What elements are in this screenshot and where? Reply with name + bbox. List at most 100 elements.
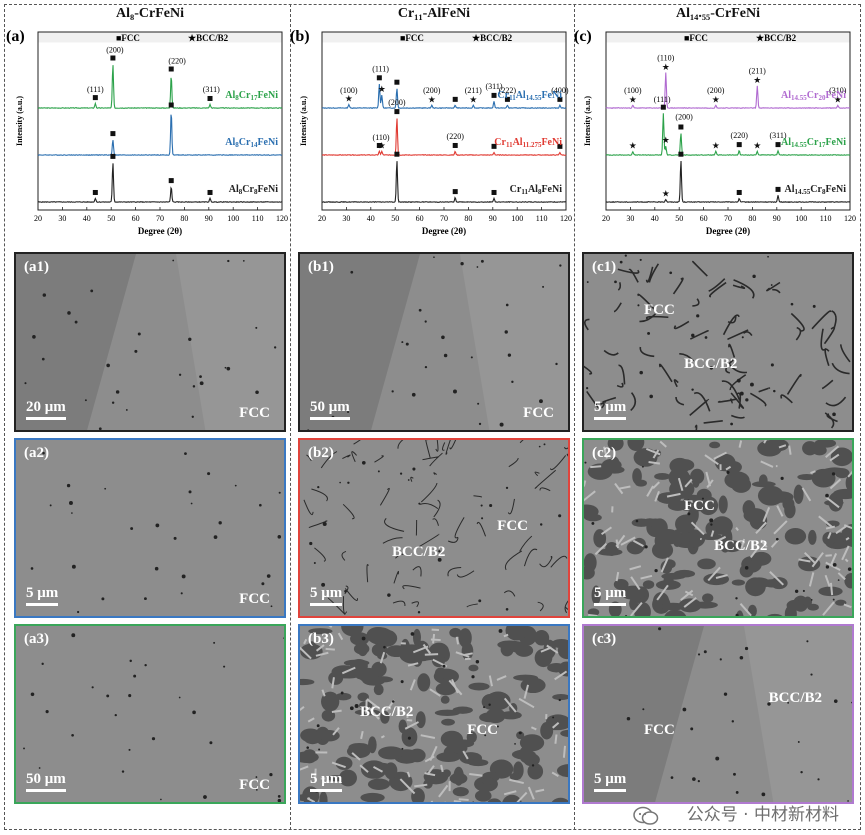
fcc-marker	[491, 92, 497, 98]
pore-dot	[442, 664, 446, 668]
panel-sub-label: (a2)	[24, 445, 49, 461]
pore-dot	[66, 483, 71, 488]
phase-domain	[668, 467, 690, 488]
grain-boundary	[504, 550, 523, 571]
pore-dot	[188, 337, 192, 341]
bcc-network	[646, 485, 655, 497]
fcc-marker	[775, 186, 781, 192]
bcc-network	[683, 597, 697, 608]
peak-label: (200)	[388, 98, 406, 107]
pore-dot	[273, 346, 277, 349]
pore-dot	[121, 770, 125, 773]
phase-domain	[466, 731, 477, 743]
bcc-network	[829, 553, 838, 567]
grain-boundary	[616, 382, 624, 388]
sem-texture	[584, 440, 852, 616]
grain-boundary	[825, 396, 847, 407]
phase-domain	[436, 752, 461, 762]
pore-dot	[45, 710, 49, 714]
phase-label-fcc: FCC	[239, 405, 270, 421]
bcc-network	[829, 582, 834, 596]
scale-bar-text: 50 μm	[26, 771, 66, 787]
bcc-network	[551, 771, 559, 778]
pore-dot	[586, 387, 589, 390]
phase-domain	[830, 447, 852, 467]
bcc-network	[825, 525, 836, 530]
bcc-network	[503, 790, 517, 796]
pore-dot	[745, 398, 749, 402]
grain-boundary	[402, 585, 421, 590]
phase-domain	[467, 759, 489, 767]
legend-strip	[322, 32, 566, 43]
pore-dot	[154, 566, 159, 571]
bcc-marker: ★	[428, 94, 436, 104]
pore-dot	[67, 311, 71, 315]
phase-domain	[341, 626, 364, 637]
grain-boundary	[351, 451, 357, 463]
pore-dot	[30, 567, 34, 570]
grain-boundary	[534, 469, 557, 489]
phase-domain	[584, 566, 595, 580]
pore-dot	[477, 402, 480, 405]
bcc-network	[332, 727, 340, 736]
pore-dot	[800, 770, 803, 774]
phase-domain	[786, 599, 804, 611]
grain-boundary	[366, 564, 369, 583]
pore-dot	[770, 284, 773, 286]
bcc-marker: ★	[662, 135, 670, 145]
pore-dot	[453, 389, 457, 394]
phase-domain	[702, 593, 714, 603]
pore-dot	[411, 392, 416, 397]
grain-boundary	[584, 365, 593, 375]
scale-bar: 20 μm	[26, 399, 66, 420]
phase-domain	[613, 578, 629, 590]
pore-dot	[710, 523, 713, 526]
xrd-series-line	[605, 113, 851, 156]
bcc-marker: ★	[378, 140, 386, 150]
pore-dot	[481, 517, 484, 520]
series-name: Al14.55Cr20FeNi	[781, 90, 846, 102]
grain-boundary	[565, 606, 568, 610]
bcc-marker: ★	[345, 93, 353, 103]
legend-fcc: ■FCC	[116, 33, 140, 43]
phase-domain	[784, 528, 807, 545]
pore-dot	[361, 636, 366, 641]
pore-dot	[730, 422, 733, 426]
phase-label-bcc: BCC/B2	[768, 690, 822, 706]
bcc-network	[630, 576, 641, 591]
bcc-network	[835, 524, 848, 535]
grain-boundary	[308, 520, 328, 529]
bcc-network	[430, 638, 441, 642]
grain-boundary	[708, 278, 726, 292]
series-name: Al14.55Cr8FeNi	[785, 184, 847, 196]
x-tick-label: 50	[107, 214, 115, 223]
pore-dot	[715, 756, 720, 761]
phase-domain	[361, 760, 387, 779]
x-tick-label: 30	[342, 214, 350, 223]
bcc-network	[829, 478, 842, 490]
pore-dot	[810, 599, 813, 601]
phase-domain	[654, 472, 671, 480]
x-tick-label: 60	[700, 214, 708, 223]
grain-boundary	[523, 548, 538, 567]
bcc-network	[824, 574, 831, 588]
bcc-network	[488, 675, 493, 687]
pore-dot	[178, 373, 182, 376]
phase-domain	[534, 630, 550, 646]
bcc-network	[588, 613, 598, 616]
x-tick-label: 40	[367, 214, 375, 223]
x-tick-label: 90	[489, 214, 497, 223]
pore-dot	[277, 535, 282, 539]
grain-boundary	[728, 363, 748, 374]
phase-label-fcc: FCC	[644, 722, 675, 738]
phase-domain	[661, 572, 686, 580]
bcc-network	[424, 772, 436, 777]
phase-domain	[745, 577, 766, 597]
x-tick-label: 60	[132, 214, 140, 223]
pore-dot	[178, 696, 181, 699]
bcc-network	[690, 521, 705, 536]
grain-region	[460, 254, 568, 430]
pore-dot	[347, 481, 350, 484]
sem-texture	[300, 254, 568, 430]
phase-domain	[560, 729, 568, 737]
